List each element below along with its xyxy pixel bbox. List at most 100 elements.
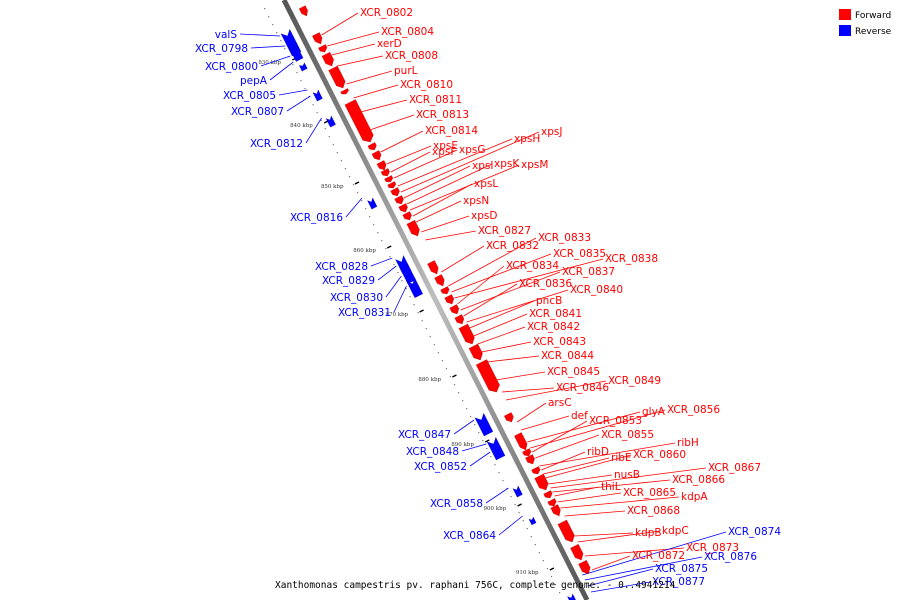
minor-tick <box>417 312 419 314</box>
minor-tick <box>462 400 464 402</box>
forward-gene-xcr-0837: XCR_0837 <box>562 266 615 278</box>
gene-label: XCR_0831 <box>338 307 391 319</box>
gene-arrow <box>566 593 577 600</box>
reverse-gene-xcr-0807: XCR_0807 <box>231 106 284 118</box>
minor-tick <box>433 344 435 346</box>
minor-tick <box>437 352 439 354</box>
minor-tick <box>470 416 472 418</box>
leader-line <box>543 457 610 475</box>
minor-tick <box>276 32 278 34</box>
gene-label: XCR_0855 <box>601 429 654 441</box>
minor-tick <box>361 200 363 202</box>
minor-tick <box>498 472 500 474</box>
scale-tick-label: 890 kbp <box>451 442 474 448</box>
gene-label: xpsG <box>459 144 486 156</box>
scale-tick: 860 kbp <box>353 245 392 254</box>
gene-label: xpsI <box>472 160 493 172</box>
gene-label: XCR_0848 <box>406 446 459 458</box>
minor-tick <box>425 328 427 330</box>
leader-line <box>403 165 471 199</box>
legend-forward-label: Forward <box>855 11 891 21</box>
minor-tick <box>296 72 298 74</box>
gene-arrow <box>547 498 557 507</box>
leader-line <box>441 245 485 273</box>
leader-line <box>269 61 294 81</box>
leader-line <box>557 492 622 503</box>
minor-tick <box>324 128 326 130</box>
leader-line <box>564 510 626 517</box>
gene-label: XCR_0856 <box>667 404 720 416</box>
minor-tick <box>280 40 282 42</box>
gene-arrow <box>534 473 549 491</box>
reverse-gene-xcr-0864: XCR_0864 <box>443 530 496 542</box>
gene-label: XCR_0845 <box>547 366 600 378</box>
minor-tick <box>441 360 443 362</box>
forward-gene-xcr-0808: XCR_0808 <box>385 50 438 62</box>
gene-label: xpsM <box>521 159 548 171</box>
minor-tick <box>490 456 492 458</box>
forward-gene-xcr-0836: XCR_0836 <box>519 278 572 290</box>
gene-label: XCR_0813 <box>416 109 469 121</box>
leader-line <box>353 84 399 99</box>
leader-line <box>286 95 311 112</box>
gene-label: XCR_0846 <box>556 382 609 394</box>
leader-line <box>451 253 552 293</box>
minor-tick <box>449 376 452 378</box>
leader-line <box>535 434 600 459</box>
leader-line <box>327 31 380 47</box>
forward-gene-def: def <box>571 410 588 422</box>
forward-gene-xcr-0814: XCR_0814 <box>425 125 478 137</box>
leader-line <box>552 479 671 493</box>
gene-layer <box>280 5 591 600</box>
gene-label: xerD <box>377 38 402 50</box>
forward-gene-xcr-0842: XCR_0842 <box>527 321 580 333</box>
gene-label: XCR_0876 <box>704 551 757 563</box>
leader-line <box>469 451 491 467</box>
gene-label: valS <box>215 29 238 41</box>
gene-label: XCR_0840 <box>570 284 623 296</box>
forward-gene-xcr-0873: XCR_0873 <box>686 542 739 554</box>
forward-gene-xcr-0834: XCR_0834 <box>506 260 559 272</box>
minor-tick <box>292 64 294 66</box>
minor-tick <box>538 552 540 554</box>
gene-label: def <box>571 410 588 422</box>
gene-arrow <box>578 559 591 575</box>
reverse-gene-pepa: pepA <box>240 75 268 87</box>
minor-tick <box>494 464 496 466</box>
leader-line <box>393 285 407 313</box>
gene-arrow <box>398 203 408 213</box>
minor-tick <box>514 504 516 506</box>
leader-line <box>481 341 532 353</box>
forward-gene-xcr-0845: XCR_0845 <box>547 366 600 378</box>
minor-tick <box>397 272 399 274</box>
gene-label: ribD <box>587 446 609 458</box>
gene-arrow <box>394 195 404 205</box>
leader-line <box>527 411 641 443</box>
minor-tick <box>530 536 532 538</box>
leader-line <box>346 70 393 85</box>
gene-label: xpsN <box>463 195 489 207</box>
gene-label: XCR_0816 <box>290 212 343 224</box>
gene-arrow <box>468 343 483 361</box>
leader-line <box>415 200 462 223</box>
leader-line <box>584 556 703 581</box>
minor-tick <box>316 112 318 114</box>
scale-tick-label: 840 kbp <box>290 123 313 129</box>
minor-tick <box>405 288 407 290</box>
leader-line <box>260 55 291 67</box>
gene-label: XCR_0841 <box>529 308 582 320</box>
reverse-gene-xcr-0831: XCR_0831 <box>338 307 391 319</box>
forward-gene-xcr-0841: XCR_0841 <box>529 308 582 320</box>
gene-arrow <box>486 436 506 461</box>
forward-gene-kdpc: kdpC <box>662 525 689 537</box>
gene-arrow <box>317 44 328 53</box>
gene-label: XCR_0804 <box>381 26 434 38</box>
gene-label: XCR_0874 <box>728 526 781 538</box>
leader-line <box>345 197 363 218</box>
gene-label: XCR_0852 <box>414 461 467 473</box>
minor-tick <box>300 80 302 82</box>
forward-gene-xcr-0855: XCR_0855 <box>601 429 654 441</box>
gene-label: pepA <box>240 75 268 87</box>
leader-line <box>473 313 528 337</box>
forward-gene-xerd: xerD <box>377 38 402 50</box>
